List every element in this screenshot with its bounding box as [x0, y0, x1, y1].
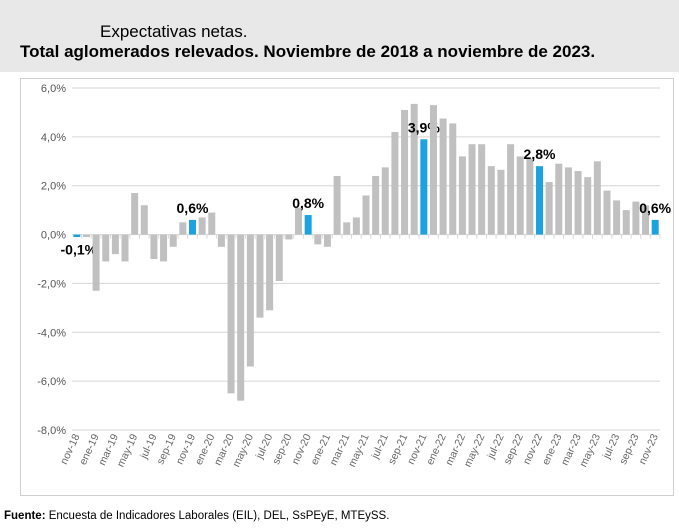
- y-tick-label: 6,0%: [41, 83, 66, 95]
- bar-sep-22: [516, 156, 524, 235]
- bar-nov-21: [420, 139, 428, 235]
- bar-abr-20: [237, 234, 245, 401]
- y-tick-label: -2,0%: [37, 278, 66, 290]
- bar-abr-21: [352, 217, 360, 235]
- data-label: 2,8%: [524, 146, 556, 162]
- bar-jun-23: [603, 190, 611, 235]
- bar-ene-21: [323, 234, 331, 247]
- bar-abr-22: [468, 144, 476, 235]
- bar-feb-21: [333, 175, 341, 235]
- bar-may-19: [131, 193, 139, 235]
- bar-feb-22: [449, 123, 457, 235]
- bar-mar-23: [574, 171, 582, 235]
- y-tick-label: -4,0%: [37, 327, 66, 339]
- data-label: 0,6%: [177, 200, 209, 216]
- bar-sep-23: [632, 201, 640, 235]
- chart-title-line2: Total aglomerados relevados. Noviembre d…: [20, 42, 596, 61]
- bar-dic-18: [82, 234, 90, 238]
- bar-jul-22: [497, 169, 505, 235]
- y-tick-label: 2,0%: [41, 181, 66, 193]
- chart-frame: [20, 78, 674, 496]
- bar-ago-20: [275, 234, 283, 281]
- bar-dic-22: [545, 182, 553, 235]
- bar-ene-20: [208, 212, 216, 235]
- bar-mar-19: [111, 234, 119, 255]
- bar-ago-23: [622, 210, 630, 235]
- bar-jul-23: [613, 200, 621, 235]
- bar-jul-19: [150, 234, 158, 259]
- bar-jun-19: [140, 205, 148, 235]
- y-tick-label: -8,0%: [37, 425, 66, 437]
- bar-nov-22: [536, 166, 544, 235]
- bar-sep-20: [285, 234, 293, 240]
- bar-ene-23: [555, 163, 563, 235]
- bar-oct-21: [410, 103, 418, 235]
- title-banner: Expectativas netas. Total aglomerados re…: [0, 0, 679, 72]
- bar-feb-20: [217, 234, 225, 247]
- bar-ago-19: [160, 234, 168, 262]
- bar-may-20: [246, 234, 254, 367]
- bar-dic-20: [314, 234, 322, 245]
- bar-mar-21: [343, 222, 351, 235]
- y-tick-label: -6,0%: [37, 376, 66, 388]
- bar-may-23: [593, 161, 601, 235]
- bar-sep-19: [169, 234, 177, 247]
- y-tick-label: 4,0%: [41, 132, 66, 144]
- bar-may-22: [478, 144, 486, 235]
- source-label: Fuente:: [4, 510, 46, 522]
- data-label: -0,1%: [61, 242, 98, 258]
- bar-oct-19: [179, 222, 187, 235]
- bar-oct-22: [526, 158, 534, 235]
- bar-nov-20: [304, 215, 312, 235]
- bar-oct-20: [295, 207, 303, 235]
- source-text: Encuesta de Indicadores Laborales (EIL),…: [45, 510, 390, 522]
- data-label: 0,8%: [292, 195, 324, 211]
- bar-nov-23: [651, 219, 659, 235]
- bar-ene-22: [439, 118, 447, 235]
- bar-ago-21: [391, 131, 399, 235]
- bar-feb-23: [564, 167, 572, 235]
- bar-oct-23: [642, 205, 650, 235]
- bar-ene-19: [92, 234, 100, 291]
- bar-may-21: [362, 195, 370, 235]
- chart-title-line1: Expectativas netas.: [100, 22, 248, 41]
- bar-sep-21: [401, 109, 409, 235]
- bar-jun-20: [256, 234, 264, 318]
- bar-jun-22: [487, 166, 495, 235]
- data-label: 0,6%: [639, 200, 671, 216]
- bar-mar-22: [458, 156, 466, 235]
- bar-jun-21: [372, 175, 380, 235]
- bar-mar-20: [227, 234, 235, 394]
- bar-dic-21: [429, 105, 437, 235]
- bar-ago-22: [507, 144, 515, 235]
- bar-abr-23: [584, 177, 592, 235]
- bar-dic-19: [198, 217, 206, 235]
- bar-jul-20: [266, 234, 274, 311]
- source-note: Fuente: Encuesta de Indicadores Laborale…: [4, 510, 389, 522]
- bar-feb-19: [102, 234, 110, 262]
- bar-nov-19: [188, 219, 196, 235]
- bar-abr-19: [121, 234, 129, 262]
- y-tick-label: 0,0%: [41, 230, 66, 242]
- bar-nov-18: [73, 234, 81, 238]
- bar-jul-21: [381, 167, 389, 235]
